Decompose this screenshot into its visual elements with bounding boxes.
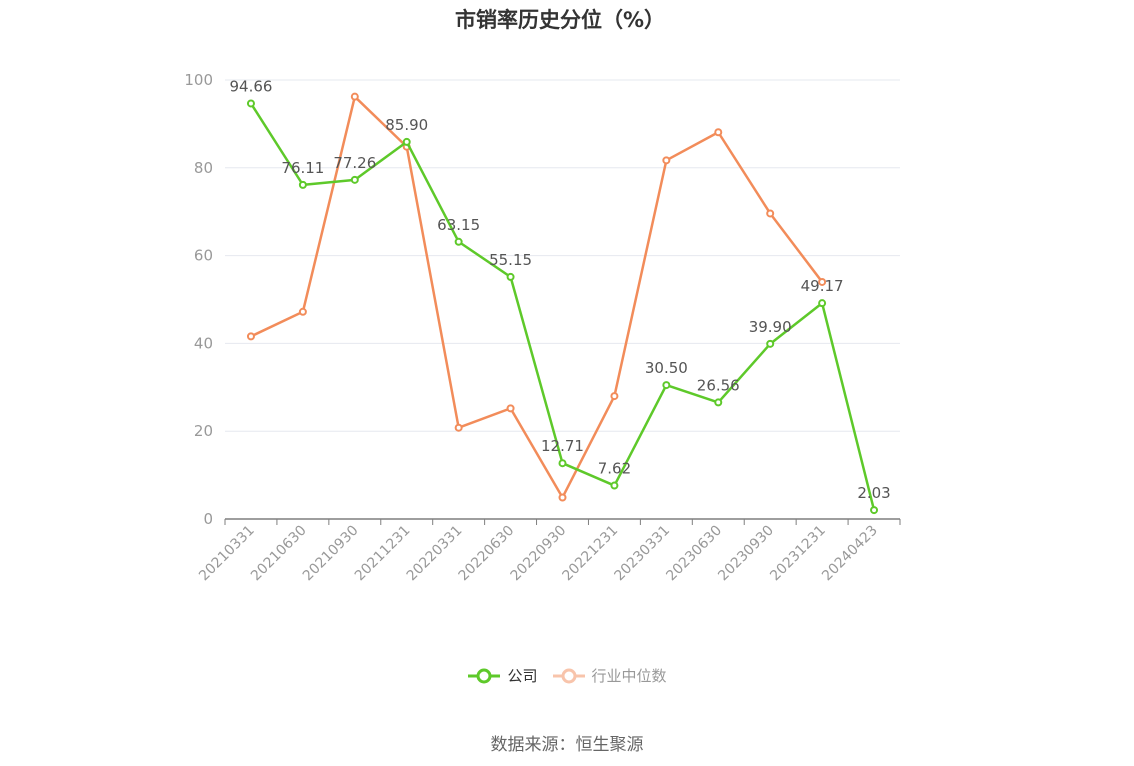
data-point — [298, 307, 307, 316]
chart-title: 市销率历史分位（%） — [454, 8, 666, 32]
x-tick-label: 20230331 — [611, 523, 673, 585]
data-point — [246, 99, 255, 108]
x-tick-label: 20231231 — [767, 523, 829, 585]
data-point — [298, 180, 307, 189]
data-point — [558, 459, 567, 468]
x-tick-label: 20240423 — [819, 523, 881, 585]
data-point — [818, 299, 827, 308]
data-label: 94.66 — [229, 77, 272, 95]
series-industry-median — [246, 92, 827, 502]
legend-industry-marker-icon — [552, 668, 585, 683]
data-point — [610, 392, 619, 401]
data-label: 39.90 — [749, 318, 792, 336]
y-tick-label: 80 — [194, 159, 213, 177]
data-source: 数据来源：恒生聚源 — [490, 735, 644, 755]
x-tick-label: 20210331 — [196, 523, 258, 585]
data-point — [766, 209, 775, 218]
x-tick-label: 20220630 — [456, 523, 518, 585]
x-tick-label: 20210930 — [300, 523, 362, 585]
data-label: 76.11 — [281, 159, 324, 177]
data-point — [714, 128, 723, 137]
legend: 公司 行业中位数 — [0, 665, 1134, 686]
data-point — [350, 92, 359, 101]
x-tick-label: 20221231 — [560, 523, 622, 585]
x-tick-label: 20210630 — [248, 523, 310, 585]
data-point — [662, 156, 671, 165]
y-tick-label: 60 — [194, 247, 213, 265]
x-tick-label: 20230630 — [663, 523, 725, 585]
data-point — [818, 277, 827, 286]
data-label: 63.15 — [437, 216, 480, 234]
data-label: 49.17 — [801, 277, 844, 295]
data-point — [246, 332, 255, 341]
y-tick-label: 0 — [203, 510, 213, 528]
y-tick-label: 20 — [194, 422, 213, 440]
x-tick-label: 20220930 — [508, 523, 570, 585]
series-company — [246, 99, 879, 515]
data-label: 55.15 — [489, 251, 532, 269]
data-point — [506, 272, 515, 281]
data-label: 30.50 — [645, 359, 688, 377]
y-tick-label: 100 — [184, 71, 213, 89]
data-point — [454, 237, 463, 246]
x-tick-label: 20220331 — [404, 523, 466, 585]
legend-label-industry-median: 行业中位数 — [591, 667, 667, 685]
series-line — [250, 95, 824, 499]
data-labels: 94.66 76.11 77.26 85.90 63.15 55.15 12.71 7.62 3… — [229, 77, 890, 502]
data-point — [558, 493, 567, 502]
data-point — [662, 381, 671, 390]
legend-item-industry-median[interactable]: 行业中位数 — [552, 665, 667, 686]
legend-label-company: 公司 — [507, 667, 538, 685]
data-label: 85.90 — [385, 116, 428, 134]
data-point — [766, 339, 775, 348]
data-label: 12.71 — [541, 437, 584, 455]
x-tick-label: 20230930 — [715, 523, 777, 585]
data-point — [402, 137, 411, 146]
data-point — [506, 404, 515, 413]
grid-lines — [225, 79, 900, 432]
data-label: 7.62 — [598, 460, 631, 478]
data-label: 26.56 — [697, 376, 740, 394]
x-tick-label: 20211231 — [352, 523, 414, 585]
data-point — [350, 175, 359, 184]
data-point — [870, 506, 879, 515]
legend-item-company[interactable]: 公司 — [467, 665, 538, 686]
data-point — [454, 423, 463, 432]
data-point — [714, 398, 723, 407]
legend-company-marker-icon — [468, 668, 501, 683]
data-label: 77.26 — [333, 154, 376, 172]
series — [246, 92, 879, 515]
data-point — [610, 481, 619, 490]
data-label: 2.03 — [857, 484, 890, 502]
y-tick-label: 40 — [194, 334, 213, 352]
